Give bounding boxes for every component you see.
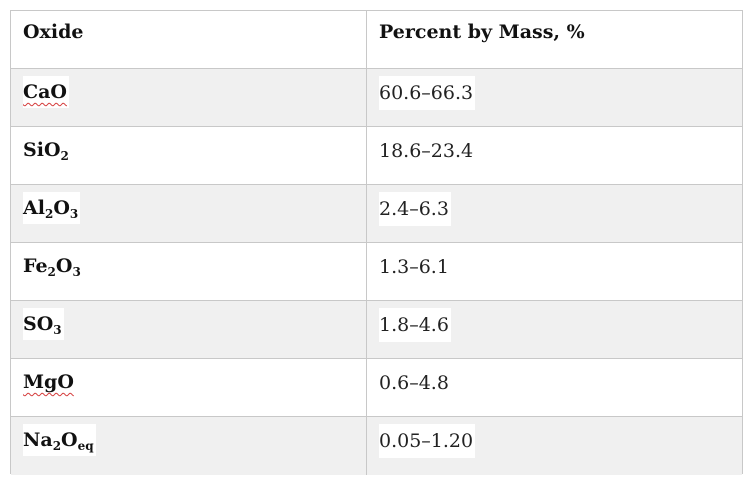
oxide-formula: Al2O3 <box>23 192 81 224</box>
oxide-cell: Na2Oeq <box>11 417 367 475</box>
table-row: Na2Oeq 0.05–1.20 <box>11 417 742 475</box>
table-row: CaO 60.6–66.3 <box>11 69 742 127</box>
percent-cell: 2.4–6.3 <box>367 185 742 243</box>
header-oxide-label: Oxide <box>23 21 84 43</box>
percent-value: 60.6–66.3 <box>379 76 476 110</box>
table-row: Fe2O3 1.3–6.1 <box>11 243 742 301</box>
oxide-formula: SiO2 <box>23 134 71 166</box>
oxide-formula: SO3 <box>23 308 64 340</box>
oxide-formula: Fe2O3 <box>23 250 83 282</box>
oxide-formula: Na2Oeq <box>23 424 96 456</box>
percent-cell: 0.05–1.20 <box>367 417 742 475</box>
table-row: Al2O3 2.4–6.3 <box>11 185 742 243</box>
oxide-cell: Fe2O3 <box>11 243 367 301</box>
percent-value: 1.3–6.1 <box>379 250 451 284</box>
percent-cell: 1.3–6.1 <box>367 243 742 301</box>
oxide-cell: MgO <box>11 359 367 417</box>
percent-cell: 60.6–66.3 <box>367 69 742 127</box>
table-row: SiO2 18.6–23.4 <box>11 127 742 185</box>
oxide-cell: SiO2 <box>11 127 367 185</box>
oxide-cell: CaO <box>11 69 367 127</box>
percent-cell: 0.6–4.8 <box>367 359 742 417</box>
percent-value: 0.6–4.8 <box>379 366 451 400</box>
oxide-cell: Al2O3 <box>11 185 367 243</box>
percent-value: 18.6–23.4 <box>379 134 476 168</box>
percent-value: 0.05–1.20 <box>379 424 476 458</box>
table-row: MgO 0.6–4.8 <box>11 359 742 417</box>
header-cell-oxide: Oxide <box>11 11 367 69</box>
percent-value: 2.4–6.3 <box>379 192 451 226</box>
percent-cell: 1.8–4.6 <box>367 301 742 359</box>
table-row: SO3 1.8–4.6 <box>11 301 742 359</box>
percent-cell: 18.6–23.4 <box>367 127 742 185</box>
percent-value: 1.8–4.6 <box>379 308 451 342</box>
oxide-composition-table: Oxide Percent by Mass, % CaO 60.6–66.3 SiO… <box>10 10 743 475</box>
table-header-row: Oxide Percent by Mass, % <box>11 11 742 69</box>
header-percent-label: Percent by Mass, % <box>379 21 585 43</box>
oxide-formula: CaO <box>23 76 69 108</box>
oxide-formula: MgO <box>23 366 76 398</box>
header-cell-percent: Percent by Mass, % <box>367 11 742 69</box>
oxide-cell: SO3 <box>11 301 367 359</box>
